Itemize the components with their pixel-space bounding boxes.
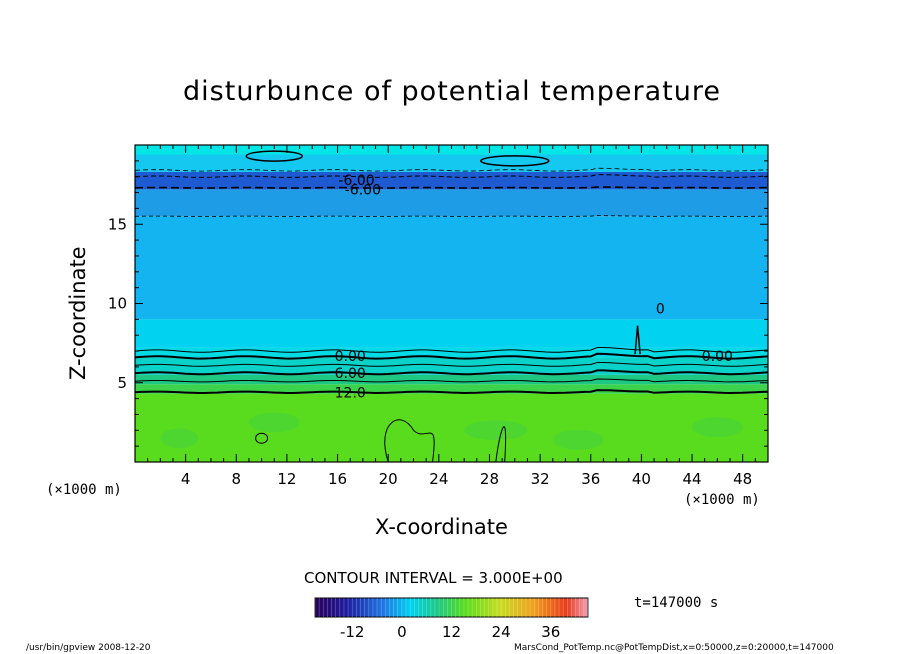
x-tick-label: 32 <box>531 470 550 488</box>
heatmap-band <box>135 189 768 217</box>
footer-right: MarsCond_PotTemp.nc@PotTempDist,x=0:5000… <box>514 643 834 653</box>
contour-line <box>134 347 769 353</box>
colorbar-tick-label: 0 <box>397 623 407 641</box>
y-tick-label: 10 <box>108 295 127 313</box>
heatmap-band <box>135 216 768 320</box>
contour-line <box>134 167 769 172</box>
x-tick-label: 20 <box>379 470 398 488</box>
contour-line <box>134 186 769 189</box>
contour-label: -6.00 <box>345 182 381 198</box>
x-unit-label-left: (×1000 m) <box>46 482 122 498</box>
contour-label: 0.00 <box>335 349 366 365</box>
colorbar-tick-label: -12 <box>340 623 365 641</box>
x-tick-label: 48 <box>733 470 752 488</box>
x-unit-label-right: (×1000 m) <box>684 492 760 508</box>
y-axis-label: Z-coordinate <box>66 246 90 380</box>
contour-blob <box>255 432 269 444</box>
contour-label: 12.0 <box>335 385 366 401</box>
colorbar-tick-label: 36 <box>541 623 560 641</box>
x-tick-label: 44 <box>682 470 701 488</box>
contour-lines <box>134 150 769 463</box>
time-label: t=147000 s <box>634 595 719 611</box>
x-tick-label: 24 <box>429 470 448 488</box>
x-tick-label: 4 <box>181 470 191 488</box>
x-tick-label: 16 <box>328 470 347 488</box>
x-tick-label: 28 <box>480 470 499 488</box>
y-tick-label: 15 <box>108 215 127 233</box>
heatmap-band <box>135 171 768 190</box>
contour-line <box>134 369 769 376</box>
heatmap-patch <box>248 412 300 433</box>
contour-line <box>134 174 769 178</box>
colorbar-tick-label: 12 <box>442 623 461 641</box>
contour-label: -6.00 <box>338 173 374 189</box>
heatmap-band <box>135 154 768 172</box>
y-tick-label: 5 <box>117 374 127 392</box>
contour-interval-label: CONTOUR INTERVAL = 3.000E+00 <box>304 569 563 587</box>
contour-spike <box>634 325 641 355</box>
colorbar: -12 0 12 24 36 <box>314 597 589 641</box>
heatmap-band <box>135 374 768 385</box>
x-axis-ticks: 4 8 12 16 20 24 28 32 36 40 44 48 <box>134 145 769 488</box>
heatmap-band <box>135 319 768 348</box>
contour-label: 0 <box>656 301 665 317</box>
heatmap-band <box>135 347 768 358</box>
x-tick-label: 8 <box>232 470 242 488</box>
x-tick-label: 36 <box>581 470 600 488</box>
contour-line <box>134 215 769 218</box>
heatmap-band <box>135 145 768 155</box>
contour-line <box>134 378 769 383</box>
colorbar-tick-label: 24 <box>492 623 511 641</box>
heatmap-patch <box>552 429 604 450</box>
y-axis-ticks: 5 10 15 <box>108 144 768 463</box>
heatmap-patch <box>692 417 743 438</box>
heatmap-bands <box>135 145 768 462</box>
heatmap-patch <box>464 420 528 441</box>
colorbar-gradient <box>314 597 589 618</box>
contour-blob <box>495 426 507 463</box>
x-tick-label: 40 <box>632 470 651 488</box>
x-axis-label: X-coordinate <box>375 515 508 539</box>
contour-line <box>134 389 769 395</box>
contour-line <box>134 352 769 360</box>
footer-left: /usr/bin/gpview 2008-12-20 <box>26 643 151 653</box>
contour-blob <box>480 155 550 167</box>
contour-label: 0.00 <box>702 349 733 365</box>
heatmap-patch <box>160 428 199 449</box>
chart-title: disturbunce of potential temperature <box>183 76 721 107</box>
heatmap-band <box>135 384 768 394</box>
contour-blob <box>245 150 304 162</box>
contour-blob <box>384 419 435 463</box>
contour-label: 6.00 <box>335 366 366 382</box>
heatmap-band <box>135 393 768 462</box>
contour-line <box>134 362 769 367</box>
x-tick-label: 12 <box>277 470 296 488</box>
